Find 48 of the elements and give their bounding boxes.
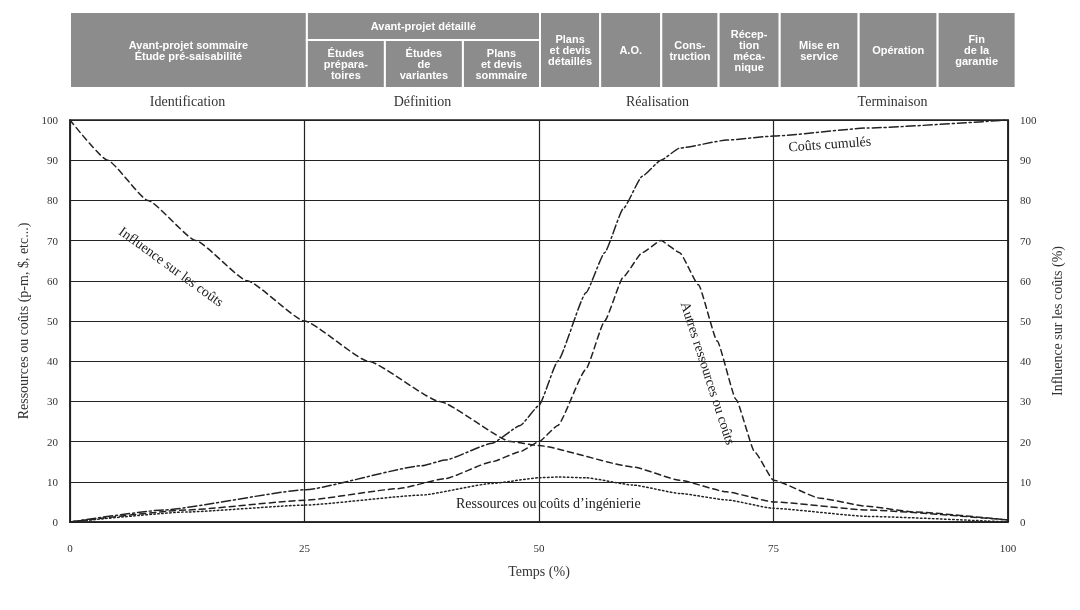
y2-tick-label: 40 [1020,355,1032,368]
y2-tick-label: 50 [1020,315,1032,327]
text: Études de variantes [399,47,449,81]
x-tick-label: 75 [768,541,780,554]
series-label: Ressources ou coûts d’ingénierie [456,496,641,512]
text: Plans et devis détaillés [548,33,593,67]
text: Opération [872,44,925,56]
y2-tick-label: 70 [1020,234,1032,247]
y2-axis-title: Influence sur les coûts (%) [1049,245,1066,397]
y-tick-label: 30 [47,395,59,408]
text: Identification [149,93,226,109]
text: Mise en service [799,38,840,62]
y-tick-label: 40 [47,355,59,368]
text: Terminaison [857,93,928,109]
text: Avant-projet sommaire Étude pré-saisabilité [128,38,249,62]
y2-tick-label: 10 [1020,475,1032,488]
y2-tick-label: 100 [1020,114,1037,126]
y-tick-label: 0 [52,516,59,528]
text: Récep- tion méca- nique [730,27,768,73]
y-axis-title: Ressources ou coûts (p-m, $, etc...) [15,222,32,420]
y-tick-label: 70 [47,234,59,247]
y-tick-label: 10 [47,475,59,488]
text: Études prépara- toires [323,47,369,81]
y-tick-label: 50 [47,315,59,327]
y2-tick-label: 90 [1020,154,1032,167]
series-label: Coûts cumulés [787,133,872,155]
x-tick-label: 50 [533,541,545,554]
y-tick-label: 20 [47,435,59,448]
y2-tick-label: 0 [1020,516,1026,528]
y-tick-label: 60 [47,274,59,287]
y2-tick-label: 80 [1020,194,1032,207]
text: Plans et devis sommaire [475,47,528,81]
y-tick-label: 90 [47,154,59,167]
text: Cons- truction [669,38,711,62]
text: Définition [393,93,452,109]
x-tick-label: 100 [999,541,1017,554]
x-tick-label: 0 [67,541,74,554]
y2-tick-label: 60 [1020,274,1032,287]
y-tick-label: 100 [41,114,59,126]
text: Réalisation [626,93,689,109]
text: Fin de la garantie [955,33,999,67]
text: A.O. [619,44,643,56]
x-axis-title: Temps (%) [508,563,571,580]
x-tick-label: 25 [299,541,311,554]
y-tick-label: 80 [47,194,59,207]
y2-tick-label: 30 [1020,395,1032,408]
y2-tick-label: 20 [1020,435,1032,448]
text: Avant-projet détaillé [370,20,477,32]
